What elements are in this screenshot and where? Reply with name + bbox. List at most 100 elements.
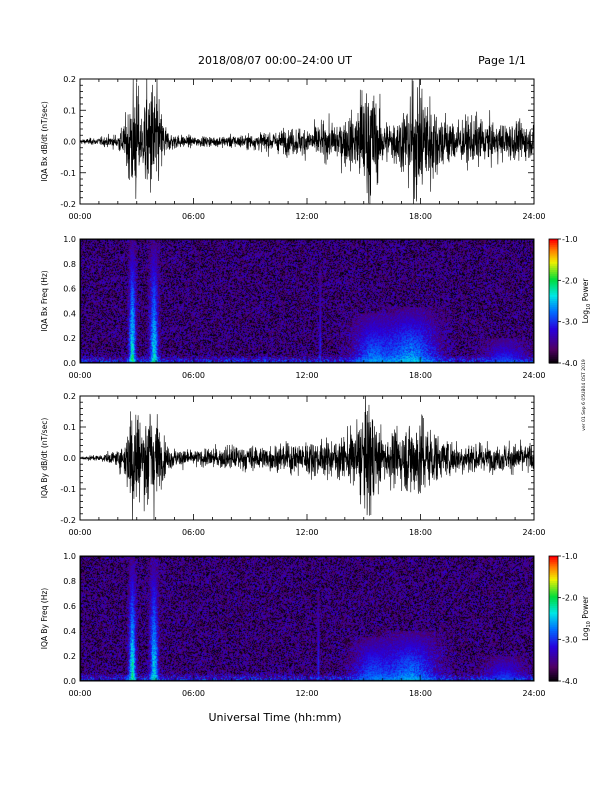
colorbar-swatch (549, 325, 558, 329)
x-tick-label: 24:00 (522, 371, 545, 380)
colorbar-swatch (549, 645, 558, 649)
y-axis-label: IQA Bx dB/dt (nT/sec) (40, 101, 49, 182)
colorbar-swatch (549, 618, 558, 622)
colorbar-swatch (549, 305, 558, 308)
colorbar-swatch (549, 558, 558, 561)
colorbar-tick-label: -2.0 (562, 276, 578, 285)
x-tick-label: 00:00 (68, 371, 91, 380)
colorbar-swatch (549, 307, 558, 310)
colorbar-swatch (549, 354, 558, 358)
colorbar-swatch (549, 282, 558, 286)
colorbar-swatch (549, 676, 558, 680)
colorbar-swatch (549, 360, 558, 364)
colorbar-swatch (549, 327, 558, 331)
colorbar-swatch (549, 348, 558, 352)
colorbar-swatch (549, 556, 558, 559)
colorbar-swatch (549, 317, 558, 321)
colorbar-swatch (549, 651, 558, 655)
colorbar-swatch (549, 628, 558, 632)
colorbar-swatch (549, 589, 558, 593)
colorbar-swatch (549, 670, 558, 674)
y-tick-label: 0.2 (63, 652, 76, 661)
colorbar-swatch (549, 358, 558, 362)
colorbar-swatch (549, 280, 558, 283)
colorbar-swatch (549, 649, 558, 653)
colorbar-tick-label: -3.0 (562, 635, 578, 644)
y-tick-label: 0.2 (63, 392, 76, 401)
colorbar-swatch (549, 249, 558, 252)
colorbar-swatch (549, 313, 558, 317)
colorbar-swatch (549, 585, 558, 588)
colorbar-swatch (549, 672, 558, 676)
y-tick-label: 0.6 (63, 285, 76, 294)
colorbar-swatch (549, 255, 558, 259)
y-tick-label: 0.1 (63, 423, 76, 432)
colorbar-swatch (549, 574, 558, 578)
colorbar-swatch (549, 633, 558, 636)
colorbar-swatch (549, 643, 558, 647)
y-tick-label: 0.4 (63, 309, 76, 318)
colorbar-swatch (549, 674, 558, 678)
colorbar-swatch (549, 329, 558, 333)
colorbar-swatch (549, 352, 558, 356)
colorbar-swatch (549, 578, 558, 582)
colorbar-swatch (549, 338, 558, 341)
y-tick-label: -0.1 (60, 485, 76, 494)
colorbar-swatch (549, 288, 558, 292)
colorbar-swatch (549, 292, 558, 296)
y-tick-label: 1.0 (63, 235, 76, 244)
colorbar-swatch (549, 647, 558, 651)
colorbar-swatch (549, 276, 558, 279)
colorbar-swatch (549, 239, 558, 242)
colorbar-label: Log10 Power (581, 595, 592, 641)
x-tick-label: 06:00 (182, 371, 205, 380)
colorbar-swatch (549, 263, 558, 267)
x-tick-label: 18:00 (409, 528, 432, 537)
x-tick-label: 00:00 (68, 212, 91, 221)
colorbar-swatch (549, 332, 558, 335)
colorbar-swatch (549, 658, 558, 661)
colorbar-swatch (549, 253, 558, 257)
colorbar-swatch (549, 284, 558, 288)
y-tick-label: -0.1 (60, 169, 76, 178)
y-tick-label: 0.0 (63, 677, 76, 686)
colorbar-swatch (549, 631, 558, 634)
spectrogram-by (80, 556, 534, 681)
colorbar-swatch (549, 614, 558, 618)
colorbar-swatch (549, 290, 558, 294)
colorbar-swatch (549, 637, 558, 640)
colorbar-tick-label: -4.0 (562, 677, 578, 686)
colorbar-swatch (549, 668, 558, 672)
colorbar-frame (548, 555, 559, 682)
colorbar-swatch (549, 319, 558, 323)
x-tick-label: 12:00 (295, 212, 318, 221)
side-note: ver 01 Sep 6 05UB04 OST 2019 (581, 359, 587, 431)
colorbar-swatch (549, 653, 558, 657)
y-tick-label: 0.1 (63, 106, 76, 115)
colorbar-swatch (549, 608, 558, 611)
colorbar-swatch (549, 564, 558, 568)
colorbar-swatch (549, 261, 558, 265)
colorbar-swatch (549, 678, 558, 682)
colorbar-bx: -1.0 -2.0 -3.0 -4.0 Log10 Power (548, 235, 592, 368)
colorbar-swatch (549, 566, 558, 570)
colorbar-swatch (549, 259, 558, 263)
colorbar-tick-label: -2.0 (562, 594, 578, 603)
colorbar-swatch (549, 309, 558, 312)
y-tick-label: 0.0 (63, 138, 76, 147)
colorbar-swatch (549, 616, 558, 620)
y-tick-label: -0.2 (60, 200, 76, 209)
colorbar-swatch (549, 593, 558, 597)
colorbar-swatch (549, 612, 558, 615)
dbdt-trace (80, 396, 534, 520)
colorbar-swatch (549, 620, 558, 624)
x-tick-label: 06:00 (182, 212, 205, 221)
colorbar-swatch (549, 356, 558, 360)
y-tick-label: 0.2 (63, 75, 76, 84)
colorbar-swatch (549, 294, 558, 298)
colorbar-swatch (549, 340, 558, 343)
colorbar-swatch (549, 323, 558, 327)
colorbar-tick-label: -1.0 (562, 235, 578, 244)
colorbar-swatch (549, 599, 558, 603)
colorbar-swatch (549, 303, 558, 306)
